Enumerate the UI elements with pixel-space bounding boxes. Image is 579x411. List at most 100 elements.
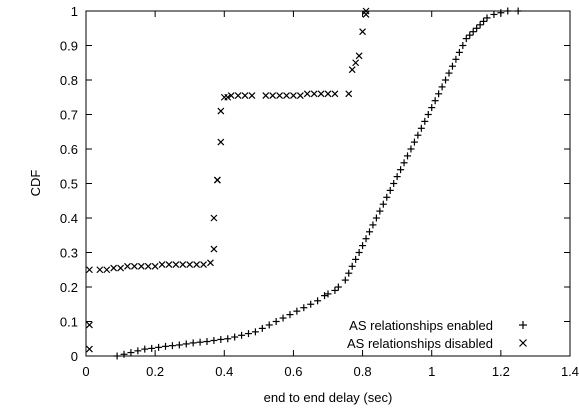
data-point-enabled (372, 214, 380, 222)
cross-b (186, 261, 194, 268)
y-tick-label: 0.7 (60, 108, 78, 123)
data-point-enabled (258, 324, 266, 332)
x-tick-label: 0.8 (354, 364, 372, 379)
data-point-enabled (238, 331, 246, 339)
data-point-disabled (262, 92, 270, 99)
cross-b (355, 52, 363, 60)
legend-label-disabled: AS relationships disabled (347, 336, 493, 351)
data-point-disabled (352, 59, 360, 67)
data-point-enabled (321, 292, 329, 300)
data-point-disabled (241, 92, 249, 99)
cross-b (130, 262, 138, 270)
data-point-enabled (300, 304, 308, 312)
data-point-enabled (421, 117, 429, 125)
data-point-enabled (141, 345, 149, 353)
data-point-enabled (352, 255, 360, 263)
data-point-enabled (504, 7, 512, 15)
data-point-enabled (355, 249, 363, 256)
cross-b (359, 28, 366, 36)
y-axis-ticks: 0 0.1 0.2 0.3 0.4 0.5 0.6 0.7 0.8 0.9 1 (60, 4, 570, 364)
data-point-disabled (193, 261, 201, 268)
y-axis-label: CDF (28, 170, 43, 197)
cross-b (179, 261, 187, 268)
cross-b (200, 261, 207, 268)
data-point-disabled (213, 176, 221, 184)
cross-b (172, 261, 180, 268)
data-point-disabled (200, 261, 207, 268)
cross-b (324, 90, 332, 98)
x-tick-label: 1.4 (561, 364, 579, 379)
cross-b (151, 262, 159, 270)
data-point-enabled (307, 300, 315, 308)
data-point-enabled (448, 62, 456, 70)
data-point-enabled (331, 286, 339, 294)
x-tick-label: 0.4 (215, 364, 233, 379)
data-point-enabled (379, 200, 387, 208)
data-point-disabled (137, 262, 145, 270)
data-point-enabled (345, 269, 353, 277)
cross-b (276, 92, 284, 99)
data-point-enabled (134, 347, 142, 355)
data-point-enabled (428, 104, 436, 112)
cross-b (345, 90, 353, 98)
cross-b (165, 261, 173, 268)
data-point-enabled (251, 328, 259, 336)
cross-b (262, 92, 270, 99)
cross-b (290, 92, 297, 99)
data-point-enabled (469, 28, 477, 36)
data-point-enabled (390, 180, 398, 187)
data-point-enabled (452, 55, 460, 63)
data-point-enabled (324, 290, 332, 298)
data-point-disabled (124, 262, 131, 270)
data-point-enabled (397, 166, 405, 174)
data-point-disabled (348, 66, 356, 74)
data-point-enabled (424, 111, 432, 118)
data-point-enabled (442, 76, 450, 84)
data-point-enabled (168, 342, 176, 350)
cross-b (317, 90, 325, 98)
data-point-enabled (120, 350, 128, 358)
cross-b (86, 266, 93, 274)
data-point-enabled (210, 336, 218, 344)
data-point-disabled (359, 28, 366, 36)
y-tick-label: 1 (71, 4, 78, 19)
data-point-enabled (400, 159, 408, 167)
cross-b (331, 90, 339, 98)
cross-b (110, 264, 118, 272)
data-point-disabled (317, 90, 325, 98)
data-point-enabled (514, 7, 522, 15)
legend-marker-enabled (519, 321, 527, 329)
cross-b (224, 93, 232, 101)
data-point-enabled (217, 335, 225, 343)
data-point-enabled (383, 193, 391, 201)
cross-b (283, 92, 290, 99)
data-point-disabled (172, 261, 180, 268)
y-tick-label: 0.9 (60, 39, 78, 54)
data-point-disabled (86, 266, 93, 274)
cross-b (144, 262, 152, 270)
cross-b (234, 92, 242, 99)
data-point-disabled (130, 262, 138, 270)
data-point-enabled (459, 42, 467, 49)
data-point-enabled (473, 24, 481, 32)
data-point-enabled (480, 17, 488, 25)
data-point-enabled (404, 152, 412, 160)
data-point-enabled (365, 228, 373, 236)
cross-b (303, 90, 311, 98)
data-point-enabled (155, 343, 163, 351)
data-point-enabled (286, 311, 294, 319)
cross-b (362, 7, 370, 15)
data-point-enabled (410, 138, 418, 146)
cross-b (117, 264, 124, 272)
data-point-enabled (386, 186, 394, 194)
data-point-disabled (234, 92, 242, 99)
data-point-enabled (203, 338, 211, 346)
plot-frame (85, 10, 571, 357)
cross-b (210, 214, 218, 222)
data-point-enabled (148, 344, 156, 352)
data-point-disabled (355, 52, 363, 60)
data-point-enabled (341, 276, 349, 284)
legend-marker-disabled (519, 339, 527, 347)
cross-b (352, 59, 360, 67)
data-point-disabled (210, 214, 218, 222)
